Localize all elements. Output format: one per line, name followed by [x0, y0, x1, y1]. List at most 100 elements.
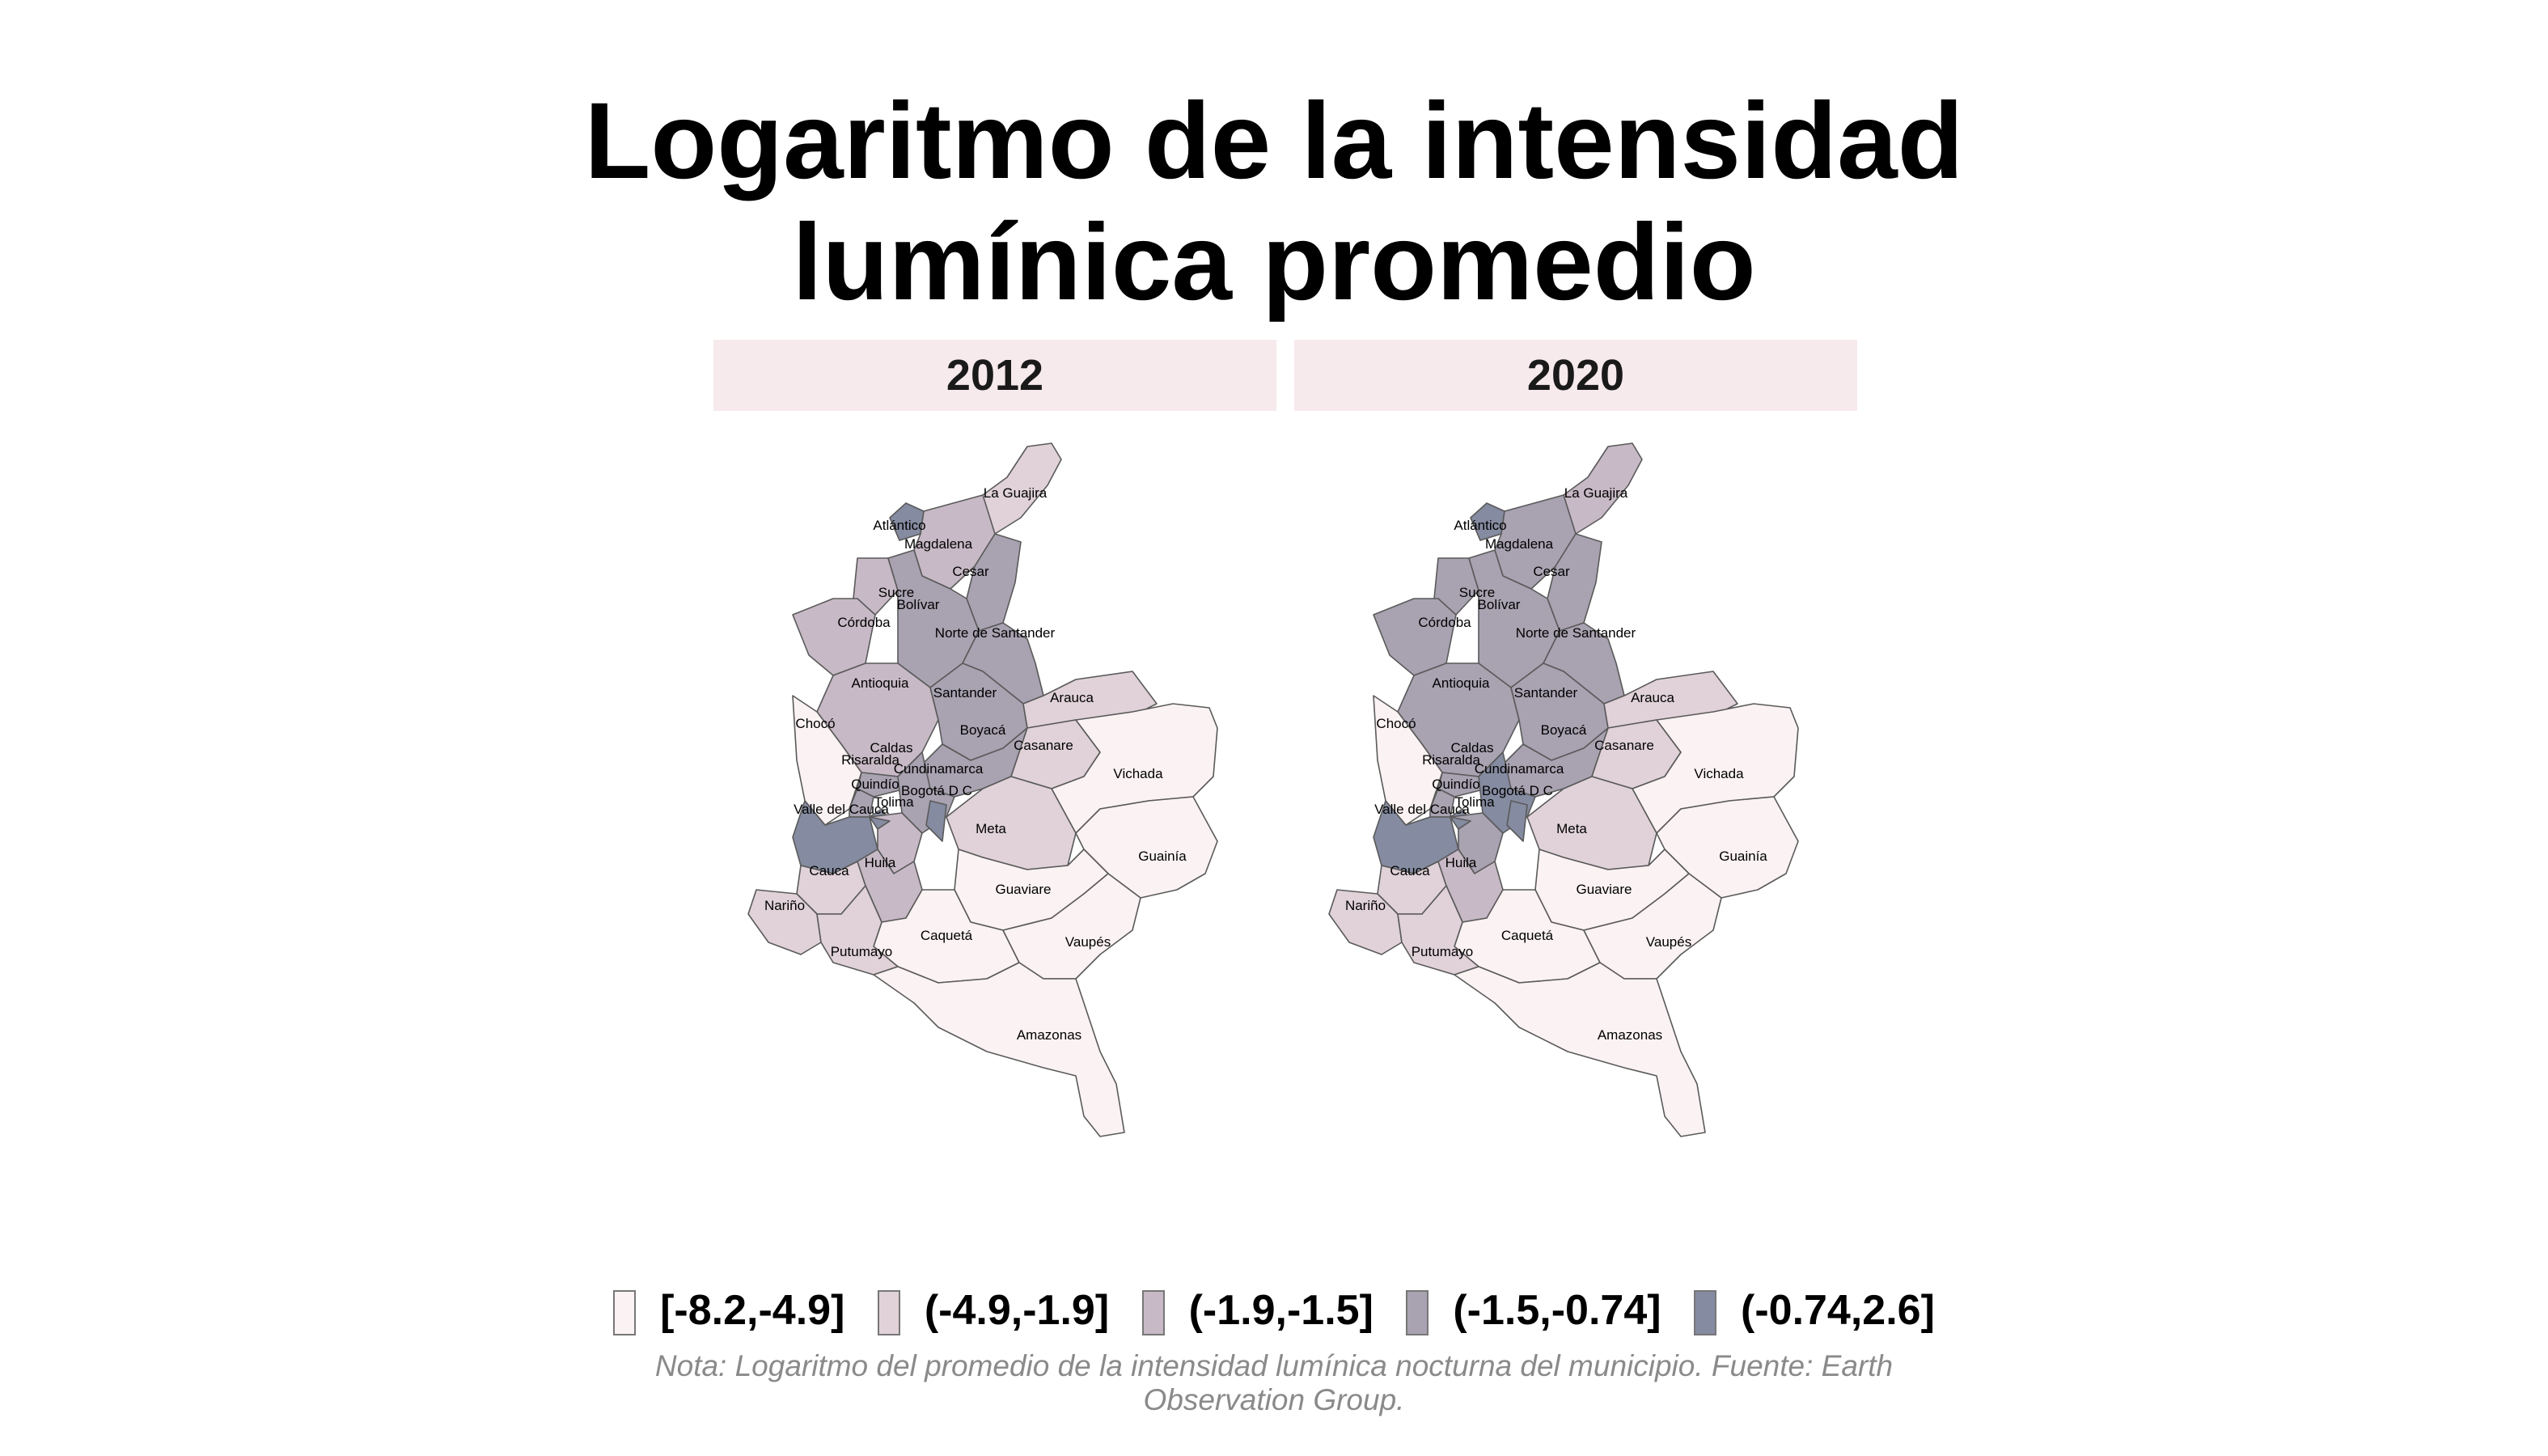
- legend-label-4: (-1.5,-0.74]: [1453, 1287, 1661, 1334]
- map-2020: La GuajiraAtlánticoMagdalenaCesarSucreBo…: [1328, 442, 1799, 1137]
- department-label-huila: Huila: [1445, 855, 1477, 870]
- department-amazonas: [1454, 962, 1706, 1137]
- department-caldas: [857, 772, 907, 798]
- legend: [-8.2,-4.9] (-4.9,-1.9] (-1.9,-1.5] (-1.…: [0, 1286, 2548, 1336]
- department-label-tolima: Tolima: [874, 794, 914, 810]
- department-label-cordoba: Córdoba: [837, 615, 891, 630]
- department-label-vichada: Vichada: [1113, 766, 1163, 781]
- department-amazonas: [873, 962, 1125, 1137]
- department-label-caqueta: Caquetá: [921, 928, 973, 943]
- legend-swatch-1: [613, 1290, 637, 1336]
- department-label-casanare: Casanare: [1014, 738, 1073, 753]
- department-putumayo: [1397, 885, 1479, 976]
- department-label-guaviare: Guaviare: [996, 882, 1052, 897]
- department-label-vaupes: Vaupés: [1065, 934, 1111, 950]
- department-label-putumayo: Putumayo: [831, 944, 893, 959]
- legend-item-4: (-1.5,-0.74]: [1406, 1286, 1661, 1336]
- department-label-risaralda: Risaralda: [1422, 752, 1480, 768]
- panel-label-2012: 2012: [713, 340, 1276, 411]
- legend-swatch-4: [1406, 1290, 1429, 1336]
- legend-item-3: (-1.9,-1.5]: [1141, 1286, 1373, 1336]
- department-label-santander: Santander: [1514, 685, 1578, 700]
- department-label-cesar: Cesar: [952, 564, 989, 579]
- department-cordoba: [1373, 598, 1457, 676]
- legend-swatch-2: [877, 1290, 900, 1336]
- department-label-caqueta: Caquetá: [1501, 928, 1554, 943]
- department-label-antioquia: Antioquia: [1433, 675, 1490, 691]
- department-label-arauca: Arauca: [1050, 690, 1094, 705]
- department-label-narino: Nariño: [1345, 898, 1386, 913]
- department-label-boyaca: Boyacá: [1541, 722, 1587, 738]
- department-label-cundinamarca: Cundinamarca: [894, 761, 984, 777]
- legend-swatch-3: [1141, 1290, 1165, 1336]
- legend-label-2: (-4.9,-1.9]: [924, 1287, 1110, 1334]
- map-2012: La GuajiraAtlánticoMagdalenaCesarSucreBo…: [747, 442, 1218, 1137]
- department-label-casanare: Casanare: [1594, 738, 1654, 753]
- department-guainia: [1656, 796, 1799, 899]
- title-line-2: lumínica promedio: [792, 202, 1756, 323]
- department-cordoba: [792, 598, 876, 676]
- department-risaralda: [1429, 788, 1455, 818]
- department-label-la-guajira: La Guajira: [1564, 485, 1628, 501]
- legend-label-1: [-8.2,-4.9]: [660, 1287, 845, 1334]
- department-label-choco: Chocó: [1376, 716, 1416, 731]
- department-label-meta: Meta: [1556, 821, 1587, 836]
- legend-item-5: (-0.74,2.6]: [1694, 1286, 1935, 1336]
- department-sucre: [853, 557, 899, 616]
- department-guainia: [1075, 796, 1218, 899]
- department-label-choco: Chocó: [795, 716, 835, 731]
- chart-title: Logaritmo de la intensidad lumínica prom…: [0, 81, 2548, 324]
- department-label-atlantico: Atlántico: [873, 518, 925, 533]
- department-label-la-guajira: La Guajira: [984, 485, 1048, 501]
- department-label-quindio: Quindío: [1432, 777, 1480, 792]
- department-label-cauca: Cauca: [809, 863, 849, 878]
- department-label-sucre: Sucre: [878, 585, 914, 600]
- department-narino: [1328, 889, 1403, 955]
- legend-label-5: (-0.74,2.6]: [1741, 1287, 1935, 1334]
- department-label-bogota-d-c: Bogotá D C: [1482, 783, 1553, 798]
- department-label-quindio: Quindío: [851, 777, 899, 792]
- source-note: Nota: Logaritmo del promedio de la inten…: [654, 1349, 1894, 1416]
- department-label-guaviare: Guaviare: [1577, 882, 1632, 897]
- department-label-meta: Meta: [976, 821, 1006, 836]
- department-label-atlantico: Atlántico: [1454, 518, 1506, 533]
- department-label-valle-del-cauca: Valle del Cauca: [1374, 802, 1470, 817]
- department-label-caldas: Caldas: [870, 740, 913, 756]
- department-label-guainia: Guainía: [1138, 849, 1187, 864]
- department-label-norte-de-santander: Norte de Santander: [1516, 625, 1636, 641]
- department-label-guainia: Guainía: [1719, 849, 1767, 864]
- department-label-sucre: Sucre: [1459, 585, 1495, 600]
- department-label-caldas: Caldas: [1451, 740, 1494, 756]
- title-line-1: Logaritmo de la intensidad: [584, 81, 1964, 201]
- department-label-magdalena: Magdalena: [1485, 536, 1554, 552]
- department-label-antioquia: Antioquia: [852, 675, 909, 691]
- department-label-santander: Santander: [933, 685, 997, 700]
- department-label-norte-de-santander: Norte de Santander: [935, 625, 1056, 641]
- department-narino: [747, 889, 822, 955]
- department-label-amazonas: Amazonas: [1017, 1027, 1081, 1043]
- department-label-valle-del-cauca: Valle del Cauca: [794, 802, 889, 817]
- department-label-bolivar: Bolívar: [1478, 597, 1521, 612]
- department-label-huila: Huila: [865, 855, 896, 870]
- department-label-boyaca: Boyacá: [960, 722, 1006, 738]
- legend-label-3: (-1.9,-1.5]: [1188, 1287, 1373, 1334]
- department-label-amazonas: Amazonas: [1598, 1027, 1662, 1043]
- department-label-magdalena: Magdalena: [904, 536, 973, 552]
- department-label-bogota-d-c: Bogotá D C: [901, 783, 972, 798]
- department-label-vaupes: Vaupés: [1646, 934, 1691, 950]
- department-label-narino: Nariño: [764, 898, 805, 913]
- department-risaralda: [849, 788, 874, 818]
- legend-swatch-5: [1694, 1290, 1717, 1336]
- department-label-arauca: Arauca: [1631, 690, 1674, 705]
- department-label-tolima: Tolima: [1454, 794, 1495, 810]
- department-caldas: [1437, 772, 1488, 798]
- department-label-bolivar: Bolívar: [897, 597, 940, 612]
- department-sucre: [1433, 557, 1479, 616]
- department-label-cundinamarca: Cundinamarca: [1475, 761, 1564, 777]
- panel-label-2020: 2020: [1294, 340, 1857, 411]
- department-bogota-d-c: [1506, 800, 1528, 842]
- department-label-cauca: Cauca: [1390, 863, 1430, 878]
- department-label-vichada: Vichada: [1694, 766, 1744, 781]
- department-label-cordoba: Córdoba: [1418, 615, 1471, 630]
